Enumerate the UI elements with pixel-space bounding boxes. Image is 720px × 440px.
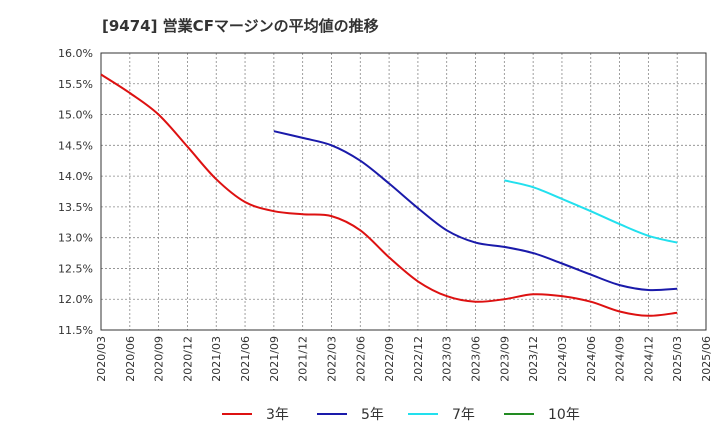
x-tick-label: 2024/03 [556,336,569,382]
y-tick-label: 14.0% [58,170,93,183]
x-tick-label: 2023/03 [441,336,454,382]
x-tick-label: 2022/06 [354,336,367,382]
x-tick-label: 2021/09 [268,336,281,382]
y-tick-label: 14.5% [58,139,93,152]
series-line-5年 [273,130,678,292]
chart-title: [9474] 営業CFマージンの平均値の推移 [102,17,379,35]
y-tick-label: 11.5% [58,324,93,337]
x-tick-label: 2023/06 [470,336,483,382]
legend: 3年 5年 7年 10年 [222,407,580,423]
legend-label: 3年 [266,407,289,423]
y-tick-label: 13.5% [58,201,93,214]
series-lines [100,73,678,317]
x-tick-label: 2025/03 [671,336,684,382]
x-tick-label: 2020/12 [181,336,194,382]
x-tick-label: 2020/09 [153,336,166,382]
x-tick-label: 2022/03 [325,336,338,382]
legend-label: 10年 [548,407,580,423]
legend-label: 5年 [361,407,384,423]
y-tick-label: 15.0% [58,109,93,122]
y-tick-label: 13.0% [58,232,93,245]
y-tick-label: 15.5% [58,78,93,91]
series-line-7年 [504,179,678,244]
x-tick-label: 2020/03 [95,336,108,382]
y-tick-label: 16.0% [58,47,93,60]
legend-label: 7年 [452,407,475,423]
x-tick-label: 2022/12 [412,336,425,382]
x-tick-label: 2021/03 [210,336,223,382]
x-tick-label: 2021/12 [297,336,310,382]
x-tick-label: 2021/06 [239,336,252,382]
x-tick-label: 2024/06 [585,336,598,382]
series-line-3年 [100,73,678,317]
x-tick-label: 2025/06 [700,336,713,382]
x-tick-label: 2022/09 [383,336,396,382]
grid-lines [101,53,706,330]
x-tick-label: 2020/06 [124,336,137,382]
x-tick-label: 2023/12 [527,336,540,382]
y-tick-label: 12.5% [58,262,93,275]
plot-area [100,52,707,331]
x-tick-label: 2024/09 [614,336,627,382]
y-axis: 16.0% 15.5% 15.0% 14.5% 14.0% 13.5% 13.0% 12.5%… [58,47,93,337]
x-axis: 2020/03 2020/06 2020/09 2020/12 2021/03 2021/… [95,336,713,382]
y-tick-label: 12.0% [58,293,93,306]
x-tick-label: 2023/09 [498,336,511,382]
x-tick-label: 2024/12 [642,336,655,382]
